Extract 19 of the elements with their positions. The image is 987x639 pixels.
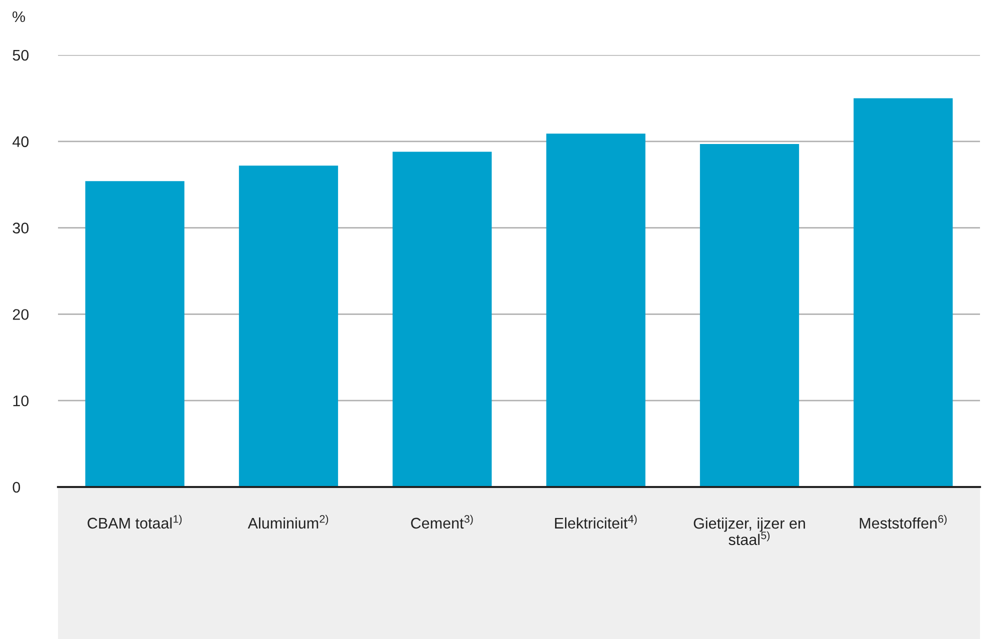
x-tick-label: Meststoffen$^{6)}$: [860, 514, 947, 529]
bar: [854, 98, 953, 487]
bar: [700, 144, 800, 487]
y-tick-label: 30: [12, 222, 29, 234]
y-tick-label: 40: [12, 136, 29, 148]
y-axis-title: %: [12, 11, 26, 22]
x-tick-label: Elektriciteit$^{4)}$: [555, 514, 637, 529]
x-tick-label: CBAM totaal$^{1)}$: [88, 514, 182, 529]
y-tick-label: 0: [12, 482, 20, 493]
x-tick-label: Gietijzer, ijzer en staal$^{5)}$: [694, 518, 805, 546]
x-tick-label: Cement$^{3)}$: [411, 514, 473, 529]
y-tick-label: 20: [12, 309, 29, 320]
bar: [85, 181, 184, 487]
y-tick-label: 10: [13, 395, 29, 406]
y-tick-label: 50: [12, 50, 29, 61]
bar: [546, 134, 646, 487]
x-tick-label: Aluminium$^{2)}$: [248, 514, 328, 529]
bar: [238, 166, 338, 487]
bar: [392, 152, 492, 487]
